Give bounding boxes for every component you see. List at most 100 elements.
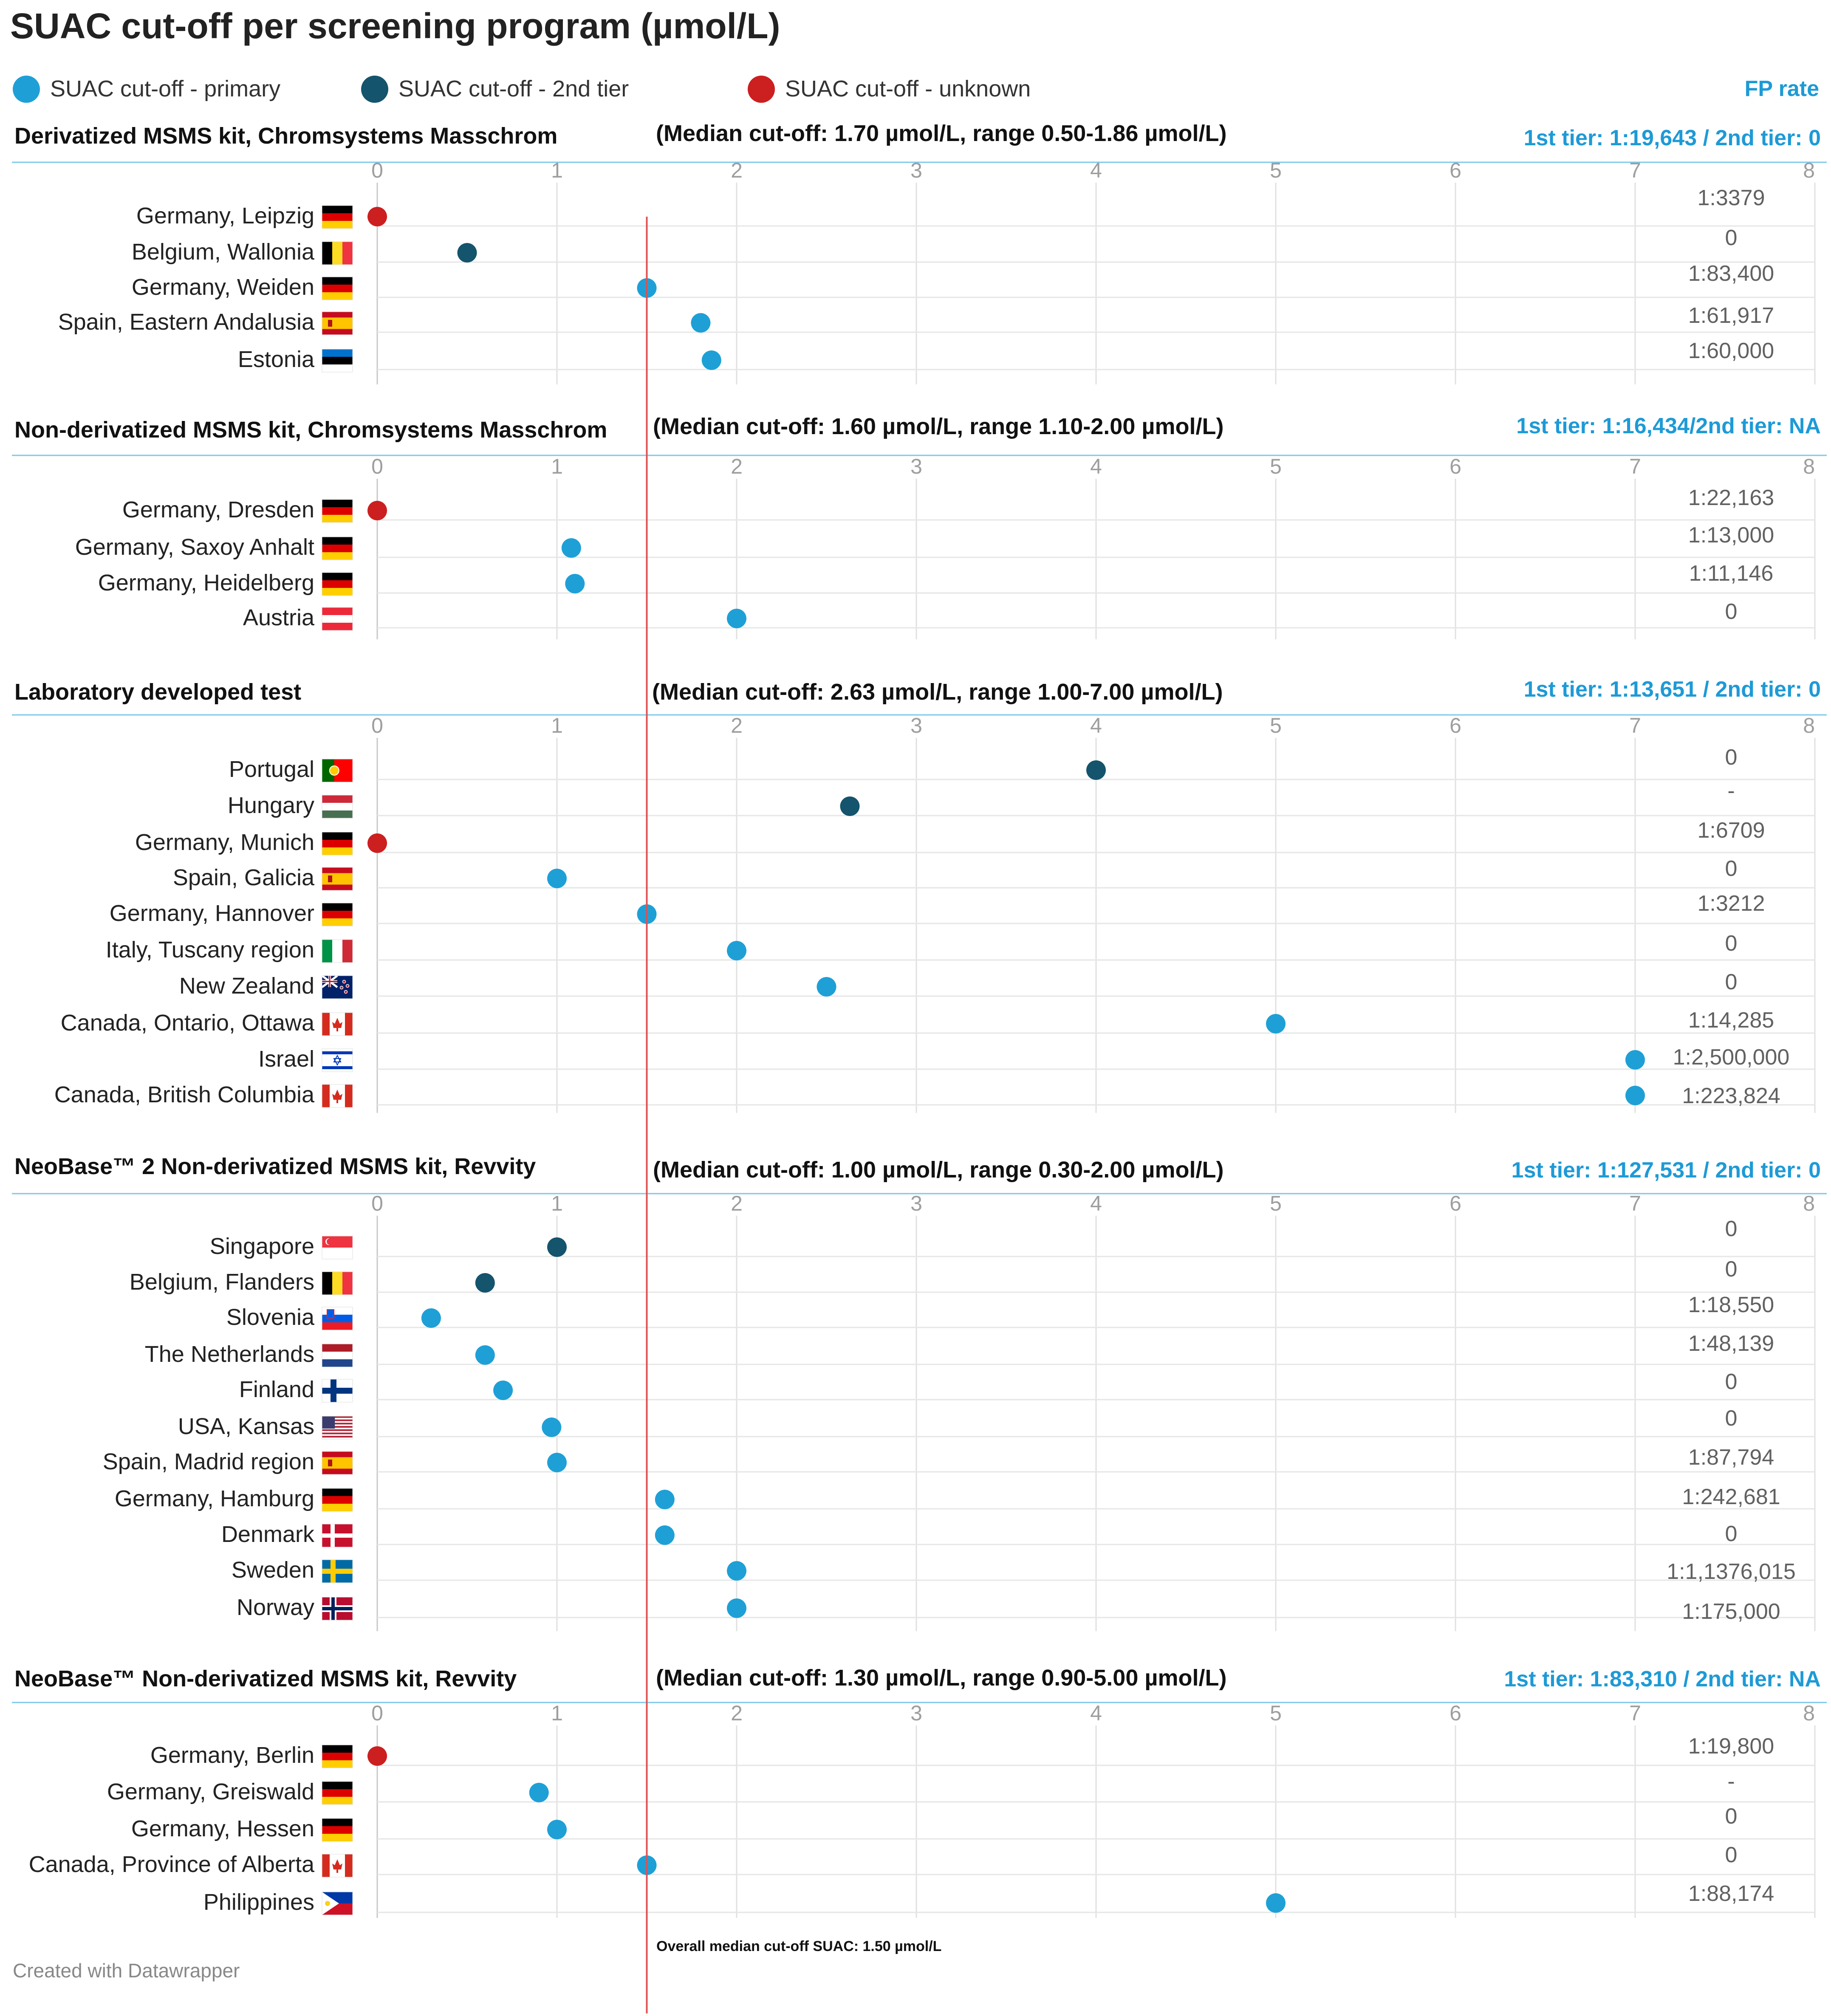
fp-rate-value: 0	[1725, 856, 1738, 881]
x-tick-label: 7	[1629, 714, 1641, 737]
flag-germany-icon	[322, 1488, 353, 1512]
data-point	[727, 1598, 746, 1618]
data-point	[1625, 1050, 1645, 1070]
fp-rate-value: 1:88,174	[1688, 1881, 1774, 1906]
panel-title: Non-derivatized MSMS kit, Chromsystems M…	[14, 417, 607, 443]
row-label: Israel	[258, 1046, 314, 1072]
data-point	[547, 1453, 567, 1472]
data-point	[367, 501, 387, 520]
row-label: Denmark	[221, 1522, 315, 1547]
data-point	[547, 1820, 567, 1839]
flag-germany-icon	[322, 499, 353, 523]
data-point	[1266, 1893, 1286, 1913]
data-point	[493, 1381, 513, 1400]
flag-estonia-icon	[322, 349, 353, 373]
x-tick-label: 2	[731, 455, 743, 478]
flag-hungary-icon	[322, 795, 353, 819]
data-point	[727, 609, 746, 628]
panel-title: Laboratory developed test	[14, 679, 301, 705]
x-tick-label: 5	[1270, 1192, 1282, 1215]
x-tick-label: 7	[1629, 158, 1641, 182]
data-point	[1086, 760, 1106, 780]
x-tick-label: 0	[371, 1701, 383, 1725]
data-point	[817, 977, 836, 997]
flag-germany-icon	[322, 277, 353, 300]
fp-rate-value: 1:223,824	[1682, 1084, 1780, 1108]
x-tick-label: 8	[1803, 714, 1815, 737]
fp-rate-value: 0	[1725, 745, 1738, 770]
panel-title: Derivatized MSMS kit, Chromsystems Massc…	[14, 123, 557, 149]
flag-canada-icon	[322, 1854, 353, 1878]
row-label: Norway	[237, 1595, 314, 1620]
fp-rate-value: 1:6709	[1697, 818, 1765, 843]
row-label: New Zealand	[179, 973, 314, 999]
panel-title: NeoBase™ Non-derivatized MSMS kit, Revvi…	[14, 1666, 517, 1691]
flag-spain-icon	[322, 867, 353, 891]
row-label: Belgium, Wallonia	[132, 239, 315, 265]
data-point	[1625, 1086, 1645, 1105]
row-label: Italy, Tuscany region	[106, 937, 314, 963]
data-point	[701, 350, 721, 370]
legend: SUAC cut-off - primary SUAC cut-off - 2nd…	[13, 76, 1031, 103]
fp-rate-value: 0	[1725, 226, 1738, 250]
x-tick-label: 1	[551, 714, 563, 737]
legend-swatch	[13, 76, 40, 103]
x-tick-label: 6	[1450, 1701, 1461, 1725]
row-label: Germany, Saxoy Anhalt	[75, 534, 314, 560]
x-tick-label: 3	[910, 1701, 922, 1725]
panel: NeoBase™ Non-derivatized MSMS kit, Revvi…	[12, 1665, 1827, 1918]
row-label: Canada, British Columbia	[54, 1082, 315, 1107]
row-label: Philippines	[203, 1889, 314, 1915]
x-tick-label: 0	[371, 158, 383, 182]
row-label: Finland	[239, 1377, 314, 1402]
x-tick-label: 2	[731, 158, 743, 182]
chart-title: SUAC cut-off per screening program (µmol…	[10, 6, 780, 46]
x-tick-label: 7	[1629, 1192, 1641, 1215]
flag-germany-icon	[322, 903, 353, 926]
data-point	[475, 1345, 495, 1365]
panel-median-text: (Median cut-off: 2.63 µmol/L, range 1.00…	[652, 679, 1223, 705]
row-label: Hungary	[228, 793, 314, 818]
flag-philippines-icon	[322, 1892, 353, 1915]
x-tick-label: 4	[1090, 714, 1102, 737]
fp-rate-value: 0	[1725, 1804, 1738, 1829]
panel-fp-summary: 1st tier: 1:19,643 / 2nd tier: 0	[1524, 126, 1821, 150]
row-label: Spain, Galicia	[173, 865, 315, 890]
row-label: Germany, Leipzig	[136, 203, 314, 229]
flag-germany-icon	[322, 1818, 353, 1842]
flag-denmark-icon	[322, 1524, 353, 1547]
fp-rate-value: 1:22,163	[1688, 486, 1774, 510]
flag-germany-icon	[322, 536, 353, 560]
data-point	[547, 869, 567, 888]
panel: Non-derivatized MSMS kit, Chromsystems M…	[12, 414, 1827, 639]
x-tick-label: 1	[551, 158, 563, 182]
panel: Derivatized MSMS kit, Chromsystems Massc…	[12, 121, 1827, 384]
footer-credit: Created with Datawrapper	[13, 1960, 240, 1982]
data-point	[457, 243, 477, 263]
data-point	[367, 1746, 387, 1766]
row-label: Singapore	[210, 1234, 314, 1259]
data-point	[475, 1273, 495, 1293]
flag-germany-icon	[322, 1745, 353, 1768]
x-tick-label: 6	[1450, 455, 1461, 478]
x-tick-label: 8	[1803, 158, 1815, 182]
data-point	[727, 1561, 746, 1581]
panel-fp-summary: 1st tier: 1:127,531 / 2nd tier: 0	[1512, 1158, 1821, 1183]
flag-newzealand-icon	[321, 975, 353, 999]
fp-rate-value: 1:3379	[1697, 186, 1765, 210]
fp-rate-value: 0	[1725, 970, 1738, 994]
x-tick-label: 6	[1450, 714, 1461, 737]
x-tick-label: 3	[910, 158, 922, 182]
row-label: Germany, Hannover	[110, 901, 314, 926]
x-tick-label: 2	[731, 1192, 743, 1215]
fp-rate-value: 0	[1725, 1843, 1738, 1867]
flag-singapore-icon	[322, 1236, 353, 1259]
panels: Derivatized MSMS kit, Chromsystems Massc…	[12, 121, 1827, 1918]
flag-germany-icon	[322, 1781, 353, 1805]
fp-rate-value: 1:48,139	[1688, 1331, 1774, 1356]
x-tick-label: 8	[1803, 455, 1815, 478]
flag-belgium-icon	[322, 241, 353, 265]
panel-median-text: (Median cut-off: 1.70 µmol/L, range 0.50…	[656, 121, 1226, 146]
x-tick-label: 4	[1090, 158, 1102, 182]
row-label: Sweden	[232, 1557, 314, 1583]
